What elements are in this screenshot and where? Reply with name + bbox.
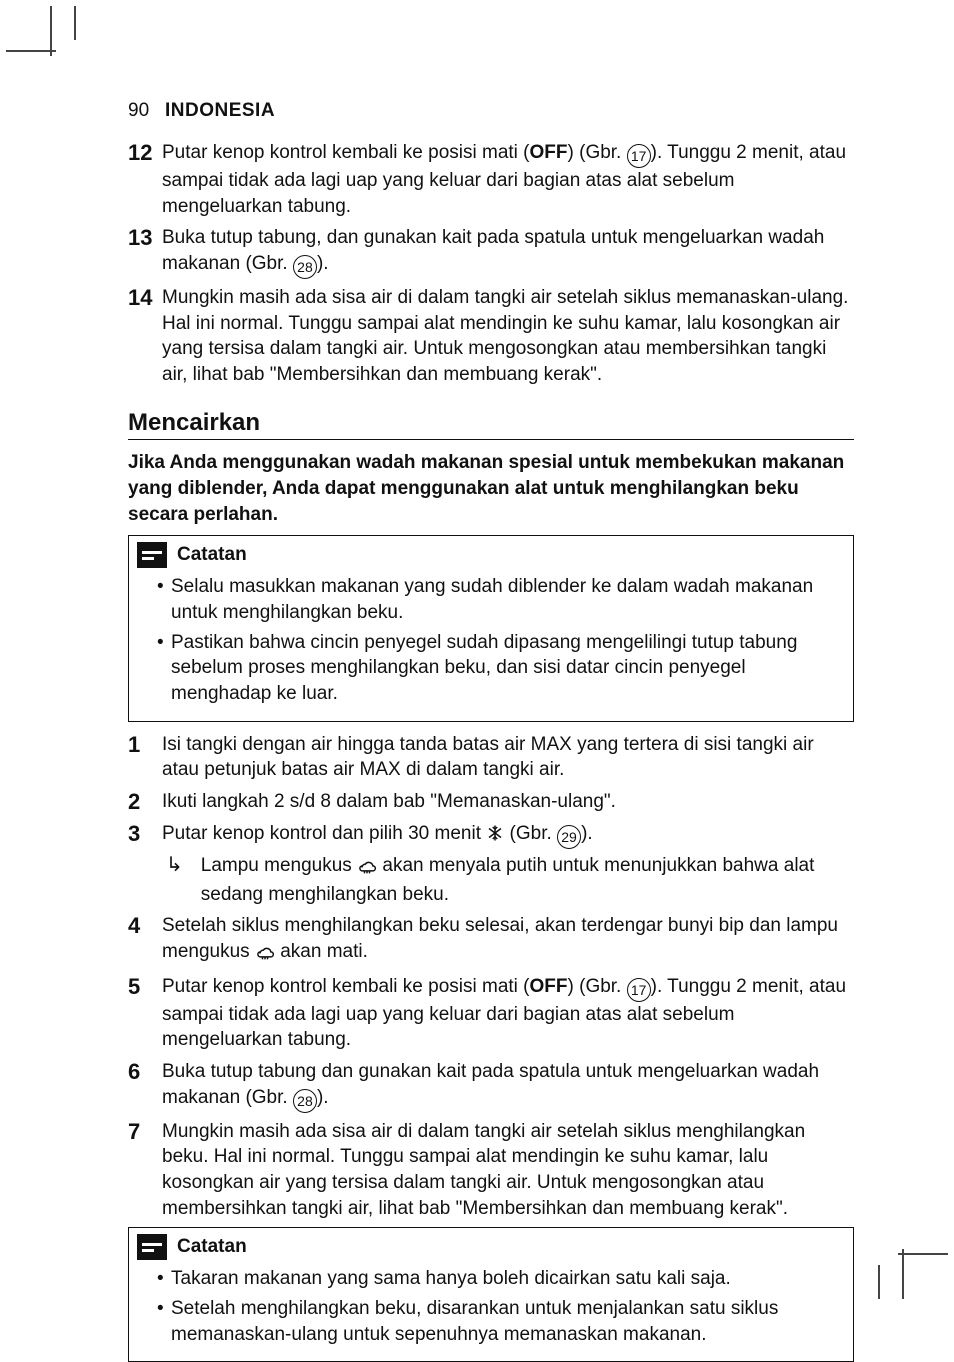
defrost-step-list: 1Isi tangki dengan air hingga tanda bata… bbox=[128, 732, 854, 1222]
note-header: Catatan bbox=[129, 536, 853, 572]
title-rule bbox=[128, 439, 854, 440]
language-label: INDONESIA bbox=[165, 100, 275, 121]
note-icon bbox=[137, 542, 167, 568]
note-item: Pastikan bahwa cincin penyegel sudah dip… bbox=[157, 630, 839, 707]
step-item: 5Putar kenop kontrol kembali ke posisi m… bbox=[128, 974, 854, 1053]
sub-arrow-icon: ↳ bbox=[166, 853, 183, 907]
page-number: 90 bbox=[128, 100, 149, 121]
step-text: Buka tutup tabung, dan gunakan kait pada… bbox=[162, 225, 854, 279]
snow-icon bbox=[486, 824, 504, 850]
continued-step-list: 12Putar kenop kontrol kembali ke posisi … bbox=[128, 140, 854, 387]
step-number: 3 bbox=[128, 821, 162, 846]
figure-ref-icon: 28 bbox=[293, 1089, 317, 1113]
step-text: Mungkin masih ada sisa air di dalam tang… bbox=[162, 1119, 854, 1222]
note-list: Selalu masukkan makanan yang sudah dible… bbox=[143, 574, 839, 706]
step-item: 2Ikuti langkah 2 s/d 8 dalam bab "Memana… bbox=[128, 789, 854, 815]
step-text: Putar kenop kontrol kembali ke posisi ma… bbox=[162, 974, 854, 1053]
step-text: Putar kenop kontrol dan pilih 30 menit (… bbox=[162, 821, 854, 908]
note-item: Setelah menghilangkan beku, disarankan u… bbox=[157, 1296, 839, 1347]
step-number: 4 bbox=[128, 913, 162, 938]
note-item: Takaran makanan yang sama hanya boleh di… bbox=[157, 1266, 839, 1292]
step-item: 1Isi tangki dengan air hingga tanda bata… bbox=[128, 732, 854, 783]
note-header: Catatan bbox=[129, 1228, 853, 1264]
crop-mark bbox=[74, 6, 76, 40]
page-header: 90 INDONESIA bbox=[128, 100, 854, 122]
step-number: 13 bbox=[128, 225, 162, 250]
steam-icon bbox=[357, 856, 377, 882]
crop-mark bbox=[50, 6, 52, 56]
crop-mark bbox=[902, 1249, 904, 1299]
step-text: Isi tangki dengan air hingga tanda batas… bbox=[162, 732, 854, 783]
step-sub: ↳ Lampu mengukus akan menyala putih untuk… bbox=[166, 853, 854, 907]
step-item: 12Putar kenop kontrol kembali ke posisi … bbox=[128, 140, 854, 219]
note-item: Selalu masukkan makanan yang sudah dible… bbox=[157, 574, 839, 625]
note-body: Takaran makanan yang sama hanya boleh di… bbox=[129, 1264, 853, 1361]
step-text: Buka tutup tabung dan gunakan kait pada … bbox=[162, 1059, 854, 1113]
step-text: Putar kenop kontrol kembali ke posisi ma… bbox=[162, 140, 854, 219]
step-text: Mungkin masih ada sisa air di dalam tang… bbox=[162, 285, 854, 388]
note-list: Takaran makanan yang sama hanya boleh di… bbox=[143, 1266, 839, 1347]
note-title: Catatan bbox=[177, 544, 247, 566]
step-number: 12 bbox=[128, 140, 162, 165]
step-number: 5 bbox=[128, 974, 162, 999]
step-item: 7Mungkin masih ada sisa air di dalam tan… bbox=[128, 1119, 854, 1222]
sub-text: Lampu mengukus akan menyala putih untuk … bbox=[201, 853, 854, 907]
step-number: 7 bbox=[128, 1119, 162, 1144]
step-item: 4Setelah siklus menghilangkan beku seles… bbox=[128, 913, 854, 967]
figure-ref-icon: 29 bbox=[557, 825, 581, 849]
section-title: Mencairkan bbox=[128, 409, 854, 437]
figure-ref-icon: 17 bbox=[627, 144, 651, 168]
page-content: 90 INDONESIA 12Putar kenop kontrol kemba… bbox=[128, 100, 854, 1205]
step-number: 2 bbox=[128, 789, 162, 814]
note-title: Catatan bbox=[177, 1236, 247, 1258]
note-box: Catatan Selalu masukkan makanan yang sud… bbox=[128, 535, 854, 721]
step-number: 14 bbox=[128, 285, 162, 310]
step-text: Setelah siklus menghilangkan beku selesa… bbox=[162, 913, 854, 967]
steam-icon bbox=[255, 942, 275, 968]
step-item: 3Putar kenop kontrol dan pilih 30 menit … bbox=[128, 821, 854, 908]
step-number: 1 bbox=[128, 732, 162, 757]
step-item: 13Buka tutup tabung, dan gunakan kait pa… bbox=[128, 225, 854, 279]
figure-ref-icon: 28 bbox=[293, 255, 317, 279]
figure-ref-icon: 17 bbox=[627, 978, 651, 1002]
note-icon bbox=[137, 1234, 167, 1260]
crop-mark bbox=[878, 1265, 880, 1299]
step-number: 6 bbox=[128, 1059, 162, 1084]
crop-mark bbox=[898, 1253, 948, 1255]
note-box: Catatan Takaran makanan yang sama hanya … bbox=[128, 1227, 854, 1362]
step-item: 6Buka tutup tabung dan gunakan kait pada… bbox=[128, 1059, 854, 1113]
section-intro: Jika Anda menggunakan wadah makanan spes… bbox=[128, 450, 854, 527]
step-text: Ikuti langkah 2 s/d 8 dalam bab "Memanas… bbox=[162, 789, 854, 815]
step-item: 14Mungkin masih ada sisa air di dalam ta… bbox=[128, 285, 854, 388]
crop-mark bbox=[6, 50, 56, 52]
note-body: Selalu masukkan makanan yang sudah dible… bbox=[129, 572, 853, 720]
